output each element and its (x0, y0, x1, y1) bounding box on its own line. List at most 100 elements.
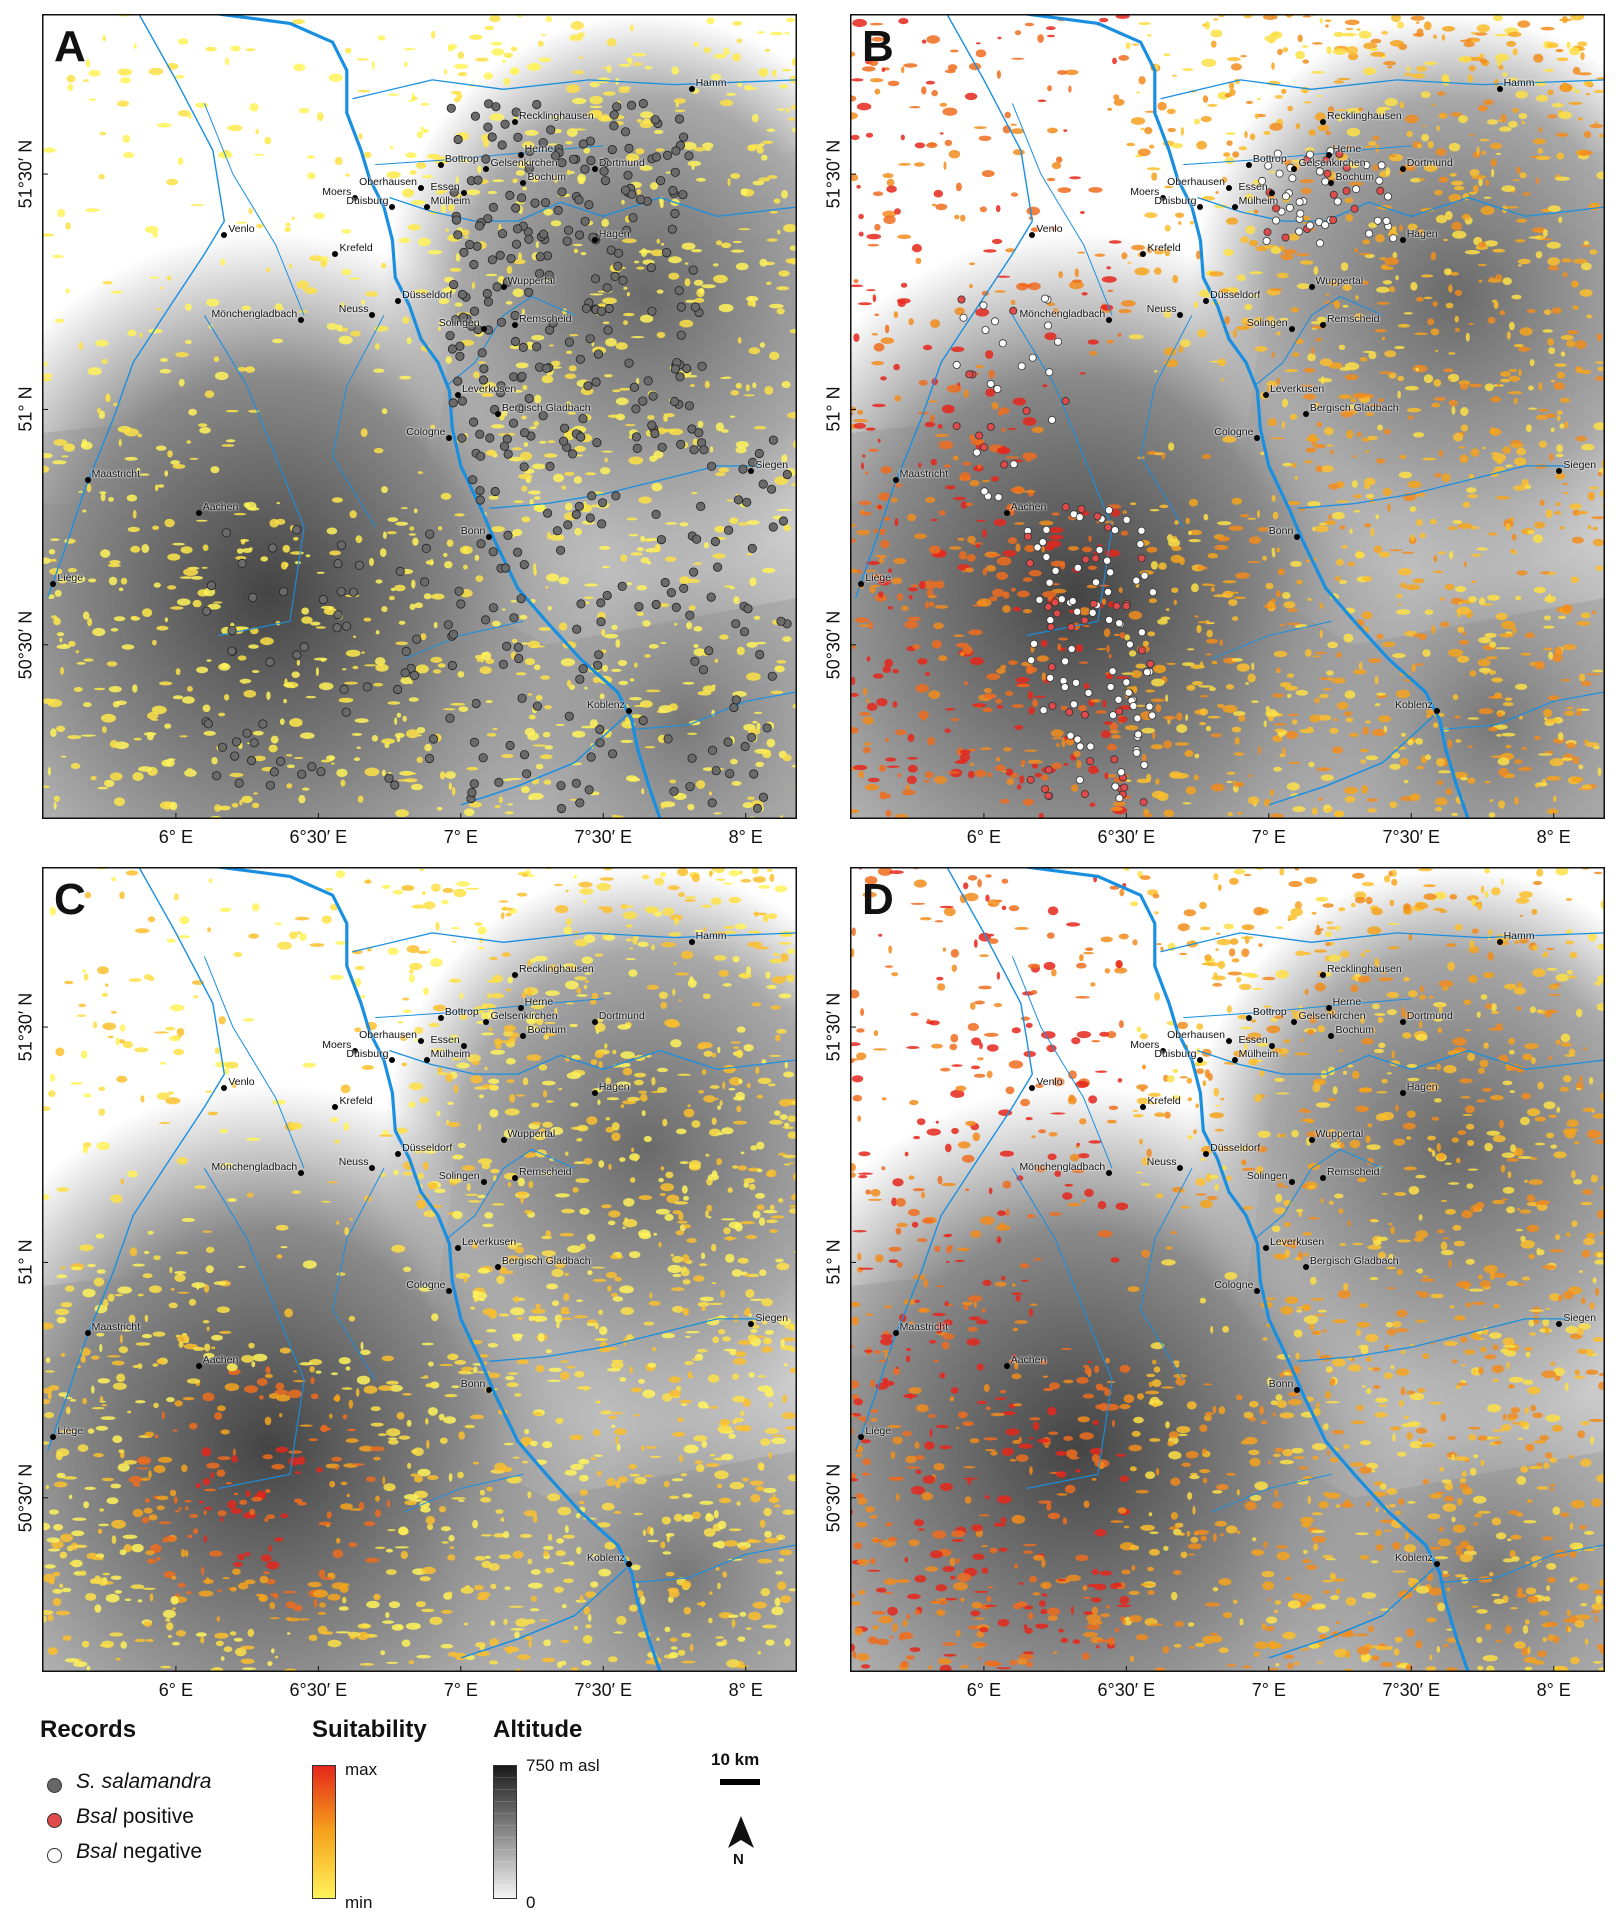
city-label: Duisburg (1154, 195, 1197, 207)
salamandra-record (341, 621, 352, 631)
bsal-negative-record (1258, 176, 1267, 185)
bsal-negative-record (1305, 150, 1314, 159)
salamandra-record (519, 559, 529, 570)
city-marker (480, 326, 487, 333)
y-tick-label: 51°30′ N (15, 139, 36, 209)
salamandra-record (550, 151, 561, 161)
city-marker (858, 1433, 865, 1440)
city-marker (1302, 1264, 1309, 1271)
salamandra-record (688, 567, 699, 577)
salamandra-record (532, 701, 542, 711)
salamandra-record (638, 396, 648, 406)
city-marker (460, 189, 467, 196)
city-marker (1262, 392, 1269, 399)
city-label: Recklinghausen (518, 110, 594, 123)
bsal-positive-record (1089, 599, 1098, 608)
city-label: Remscheid (1326, 312, 1380, 325)
salamandra-record (613, 261, 623, 271)
bsal-negative-record (1377, 161, 1386, 170)
city-marker (494, 411, 501, 418)
bsal-negative-record (1071, 678, 1080, 687)
salamandra-record (419, 577, 430, 587)
city-marker (625, 707, 632, 714)
city-label: Moers (1130, 185, 1160, 198)
river (389, 196, 797, 222)
salamandra-record (609, 110, 619, 120)
city-marker (1319, 972, 1326, 979)
salamandra-record (610, 271, 620, 281)
x-tick-label: 7°30′ E (574, 827, 633, 847)
bsal-negative-record (990, 317, 999, 326)
bsal-negative-record (986, 379, 995, 388)
river (403, 620, 524, 660)
bsal-positive-record (1272, 204, 1281, 213)
salamandra-record (336, 540, 347, 550)
city-marker (591, 1089, 598, 1096)
city-label: Moers (322, 185, 352, 198)
city-marker (1140, 251, 1147, 258)
salamandra-record (428, 734, 439, 744)
bsal-negative-record (1143, 668, 1152, 677)
salamandra-record (542, 508, 553, 518)
river (489, 465, 760, 509)
legend-altitude-title: Altitude (493, 1716, 583, 1743)
bsal-negative-record (1045, 578, 1054, 587)
salamandra-record (449, 187, 459, 197)
city-label: Herne (524, 143, 554, 156)
city-marker (591, 236, 598, 243)
salamandra-record (457, 289, 467, 300)
salamandra-record (627, 189, 637, 199)
city-marker (195, 510, 202, 516)
salamandra-record (499, 441, 510, 451)
salamandra-record (674, 114, 685, 124)
salamandra-record (574, 501, 584, 511)
salamandra-record (599, 166, 609, 176)
river (352, 79, 797, 100)
salamandra-record (540, 198, 551, 208)
bsal-positive-record (1329, 215, 1338, 224)
salamandra-record (670, 167, 680, 177)
city-marker (1003, 1363, 1010, 1369)
rhine-river (1026, 867, 1470, 1672)
salamandra-record (258, 719, 268, 729)
city-marker (369, 312, 376, 319)
city-label: Mönchengladbach (211, 307, 298, 320)
city-label: Düsseldorf (402, 289, 453, 302)
city-label: Siegen (755, 1311, 789, 1324)
salamandra-record (782, 469, 792, 480)
salamandra-record (234, 778, 244, 788)
bsal-negative-record (1262, 236, 1271, 245)
bsal-positive-record (957, 295, 966, 304)
river (1211, 1473, 1332, 1513)
bsal-negative-record (993, 384, 1002, 393)
salamandra-record (556, 780, 566, 791)
salamandra-record (532, 99, 542, 110)
salamandra-record (538, 411, 548, 421)
city-label: Hamm (695, 77, 727, 90)
city-marker (221, 1085, 228, 1092)
salamandra-record (555, 545, 566, 555)
salamandra-record (624, 143, 634, 153)
salamandra-record (674, 285, 684, 296)
city-marker (389, 1057, 396, 1063)
salamandra-record (749, 769, 759, 779)
river (1160, 79, 1605, 100)
city-marker (1268, 1042, 1275, 1049)
salamandra-record (651, 599, 661, 610)
city-label: Cologne (1214, 1278, 1254, 1291)
river (203, 103, 305, 316)
salamandra-record (557, 158, 567, 168)
x-tick-label: 6°30′ E (289, 827, 348, 847)
city-label: Hamm (695, 930, 727, 943)
city-marker (352, 194, 359, 201)
salamandra-record (524, 393, 534, 404)
city-marker (1254, 1287, 1261, 1294)
river (1439, 691, 1605, 731)
salamandra-record (651, 152, 662, 162)
bsal-positive-record (1061, 503, 1070, 512)
salamandra-record (742, 497, 752, 507)
city-marker (748, 1320, 755, 1327)
city-marker (195, 1363, 202, 1369)
city-label: Bonn (460, 1377, 486, 1390)
city-label: Dortmund (1406, 1010, 1453, 1023)
